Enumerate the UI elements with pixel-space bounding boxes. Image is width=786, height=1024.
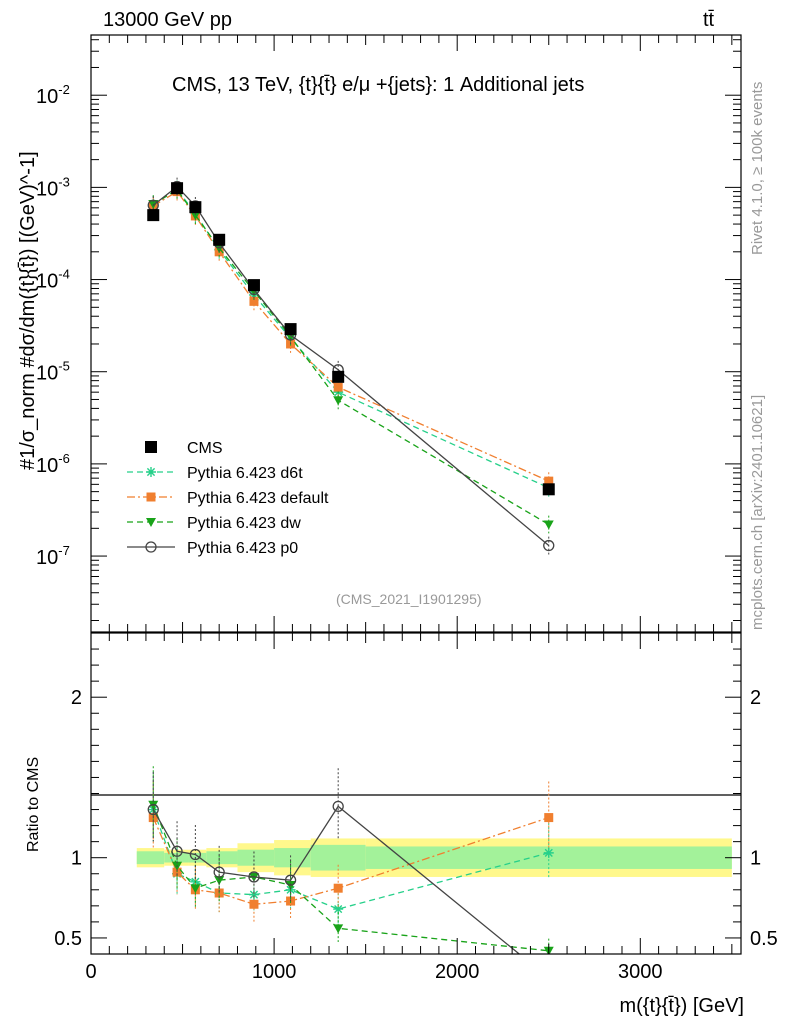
main-y-tick-label: 10-5	[36, 359, 70, 385]
data-point-pythia-6-423-dw	[190, 211, 201, 221]
ratio-point-pythia-6-423-p0	[147, 803, 159, 816]
series-line-pythia-6-423-default	[152, 190, 550, 482]
ratio-series	[147, 766, 554, 983]
ratio-point-pythia-6-423-d6t	[248, 889, 259, 900]
legend-label-pythia-6-423-default: Pythia 6.423 default	[187, 490, 329, 507]
x-tick-label: 2000	[435, 961, 480, 983]
main-y-tick-label: 10-4	[36, 267, 70, 293]
legend-label-pythia-6-423-p0: Pythia 6.423 p0	[187, 540, 298, 557]
beam-label: 13000 GeV pp	[103, 9, 232, 31]
main-y-tick-label: 10-3	[36, 174, 70, 200]
ratio-point-pythia-6-423-dw	[214, 876, 225, 886]
x-axis-label: m({t}{t̄}) [GeV]	[619, 995, 744, 1017]
ratio-y-axis-label: Ratio to CMS	[25, 757, 42, 852]
main-y-tick-label: 10-6	[36, 451, 70, 477]
data-point-cms	[213, 233, 226, 246]
ratio-point-pythia-6-423-dw	[333, 924, 344, 934]
legend-marker-pythia-6-423-d6t	[146, 467, 156, 477]
ratio-y-tick-label-left: 0.5	[54, 928, 82, 950]
data-point-cms	[247, 279, 260, 292]
data-point-pythia-6-423-p0	[543, 539, 555, 552]
ratio-point-pythia-6-423-p0	[248, 871, 260, 883]
main-axis-ticks: 10-7 10-6 10-5 10-4 10-3 10-2	[36, 35, 741, 632]
ratio-point-pythia-6-423-d6t	[333, 904, 344, 915]
main-series	[147, 177, 555, 555]
x-tick-label: 3000	[618, 961, 663, 983]
legend-marker-pythia-6-423-p0	[145, 541, 157, 553]
data-point-pythia-6-423-dw	[543, 520, 554, 530]
band-inner	[136, 851, 165, 865]
ratio-line-pythia-6-423-p0	[152, 805, 521, 954]
ratio-point-pythia-6-423-p0	[284, 874, 297, 886]
x-tick-label: 0	[85, 961, 96, 983]
main-panel: 10-7 10-6 10-5 10-4 10-3 10-2 CMS, 13 TeV, {t…	[17, 34, 742, 633]
ratio-point-pythia-6-423-default	[544, 813, 554, 823]
analysis-id: (CMS_2021_I1901295)	[336, 591, 482, 607]
legend-label-pythia-6-423-d6t: Pythia 6.423 d6t	[187, 465, 303, 482]
ratio-y-tick-label-right: 1	[750, 848, 761, 870]
ratio-point-pythia-6-423-p0	[189, 848, 202, 861]
ratio-y-tick-label-right: 2	[750, 687, 761, 709]
ratio-point-pythia-6-423-default	[333, 883, 343, 893]
ratio-panel-frame	[90, 632, 742, 955]
main-y-tick-exponent: -7	[58, 543, 70, 558]
main-y-tick-label: 10-7	[36, 543, 70, 569]
main-y-tick-exponent: -4	[58, 267, 70, 282]
band-inner	[164, 852, 189, 863]
legend-label-pythia-6-423-dw: Pythia 6.423 dw	[187, 515, 301, 532]
main-chart-title: CMS, 13 TeV, {t}{t̄} e/μ +{jets}: 1 Addi…	[172, 74, 584, 96]
ratio-uncertainty-bands	[136, 838, 732, 877]
legend-marker-pythia-6-423-default	[146, 492, 156, 502]
rivet-version-label: Rivet 4.1.0, ≥ 100k events	[749, 82, 766, 255]
main-y-tick-exponent: -3	[58, 174, 70, 189]
ratio-line-pythia-6-423-dw	[152, 804, 549, 952]
data-point-pythia-6-423-default	[249, 296, 259, 306]
x-tick-label: 1000	[252, 961, 297, 983]
legend-marker-pythia-6-423-dw	[146, 518, 156, 527]
series-cms	[147, 182, 555, 496]
data-point-cms	[171, 182, 184, 195]
ratio-y-tick-label-left: 1	[71, 848, 82, 870]
ratio-panel: 0.5 0.5 1 1 2 2 0 1000 2000 3000 Ratio to CMS m({…	[25, 632, 778, 1017]
main-y-tick-exponent: -6	[58, 451, 70, 466]
ratio-point-pythia-6-423-p0	[544, 973, 554, 983]
ratio-y-tick-label-right: 0.5	[750, 928, 778, 950]
data-point-cms	[542, 483, 555, 496]
data-point-pythia-6-423-default	[333, 382, 343, 392]
main-panel-frame	[90, 34, 742, 633]
ratio-point-pythia-6-423-p0	[213, 866, 225, 878]
ratio-point-pythia-6-423-p0	[171, 845, 183, 857]
ratio-point-pythia-6-423-default	[249, 899, 259, 909]
legend-marker-cms	[145, 441, 157, 453]
data-point-cms	[189, 201, 202, 214]
ratio-y-tick-label-left: 2	[71, 687, 82, 709]
main-y-tick-exponent: -5	[58, 359, 70, 374]
main-y-tick-exponent: -2	[58, 82, 70, 97]
band-inner	[188, 852, 207, 863]
ratio-point-pythia-6-423-dw	[190, 884, 201, 894]
data-point-cms	[332, 370, 345, 383]
process-label: tt̄	[703, 9, 715, 31]
band-inner	[237, 849, 275, 866]
main-y-axis-label: #1/σ_norm #dσ/dm({t}{t̄}) [(GeV)^-1]	[17, 151, 39, 470]
main-y-tick-label: 10-2	[36, 82, 70, 108]
mcplots-label: mcplots.cern.ch [arXiv:2401.10621]	[749, 395, 766, 630]
legend: CMS Pythia 6.423 d6t Pythia 6.423 default P…	[127, 440, 329, 557]
ratio-series-pythia-6-423-p0	[147, 768, 554, 983]
data-point-cms	[147, 209, 160, 222]
data-point-pythia-6-423-default	[544, 476, 554, 486]
band-inner	[206, 851, 238, 865]
data-point-pythia-6-423-dw	[333, 396, 344, 406]
legend-label-cms: CMS	[187, 440, 223, 457]
ratio-point-pythia-6-423-p0	[332, 800, 344, 812]
ratio-point-pythia-6-423-d6t	[543, 847, 554, 858]
data-point-cms	[284, 323, 297, 336]
ratio-axis-ticks: 0.5 0.5 1 1 2 2 0 1000 2000 3000	[54, 632, 778, 983]
